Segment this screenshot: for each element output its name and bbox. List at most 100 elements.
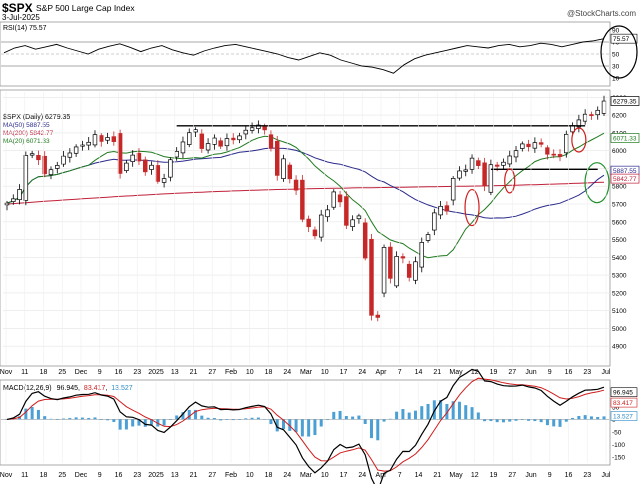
macd-frame	[0, 379, 611, 466]
candle-body	[325, 209, 330, 218]
candle-body	[388, 246, 393, 279]
price-tick-label: 5400	[612, 255, 627, 262]
macd-histogram-bar	[533, 419, 537, 422]
price-x-tick-label: 24	[283, 369, 291, 376]
macd-x-tick-label: 12	[471, 472, 479, 479]
candle-body	[224, 138, 230, 147]
macd-legend-prefix: MACD(12,26,9)	[3, 385, 52, 392]
candle-body	[237, 135, 242, 141]
annotation-circle-red	[464, 188, 480, 227]
candle-body	[564, 133, 569, 154]
macd-histogram-bar	[451, 401, 455, 420]
macd-histogram-bar	[401, 409, 405, 420]
rsi-annotation-circle	[600, 25, 638, 79]
candle-body	[438, 205, 443, 216]
candle-body	[243, 129, 249, 135]
price-x-tick-label: 18	[265, 369, 273, 376]
price-x-tick-label: 21	[433, 369, 441, 376]
candle-body	[419, 242, 424, 268]
macd-histogram-bar	[282, 419, 286, 430]
candle-body	[212, 137, 217, 145]
candle-body	[557, 154, 563, 157]
macd-value-label: 96.945	[613, 390, 633, 397]
macd-histogram-bar	[483, 419, 487, 422]
macd-histogram-bar	[219, 419, 223, 421]
macd-histogram-bar	[489, 419, 493, 422]
macd-x-tick-label: Dec	[75, 472, 88, 479]
rsi-tick-label: 90	[612, 28, 620, 35]
chart-name: S&P 500 Large Cap Index	[36, 3, 135, 13]
price-x-tick-label: 16	[115, 369, 123, 376]
candle-body	[494, 164, 500, 167]
candle-body	[168, 159, 173, 178]
candle-body	[545, 147, 550, 155]
price-x-tick-label: Mar	[300, 369, 313, 376]
candle-body	[17, 189, 22, 201]
price-tick-label: 5600	[612, 219, 627, 226]
macd-histogram-bar	[150, 419, 154, 425]
chart-symbol: $SPX	[2, 1, 33, 15]
price-value-box	[610, 133, 640, 143]
macd-histogram-bar	[5, 419, 9, 420]
candle-body	[11, 198, 16, 202]
candle-body	[595, 109, 600, 116]
candle-body	[55, 165, 60, 169]
macd-histogram-bar	[363, 419, 367, 424]
macd-histogram-bar	[181, 412, 185, 420]
macd-x-tick-label: 16	[565, 472, 573, 479]
ma200-legend: MA(200) 5842.77	[3, 130, 54, 137]
macd-histogram-bar	[225, 419, 229, 420]
macd-tick-label: 50	[612, 404, 620, 411]
macd-histogram-bar	[238, 419, 242, 420]
macd-histogram-bar	[382, 419, 386, 422]
macd-histogram-bar	[351, 416, 355, 420]
candle-body	[187, 132, 192, 145]
macd-histogram-bar	[388, 418, 392, 420]
macd-histogram-bar	[187, 409, 191, 420]
ma50-line	[6, 147, 605, 219]
rsi-tick-label: 50	[612, 52, 620, 59]
candle-body	[67, 152, 73, 158]
candle-body	[136, 152, 142, 162]
macd-histogram-bar	[426, 403, 430, 420]
candle-body	[476, 160, 481, 166]
macd-histogram-bar	[464, 405, 468, 420]
price-x-tick-label: 18	[40, 369, 48, 376]
ma50-legend: MA(50) 5887.55	[3, 122, 50, 129]
macd-x-tick-label: 10	[246, 472, 254, 479]
macd-histogram-bar	[357, 415, 361, 420]
candle-body	[538, 142, 544, 145]
candle-body	[444, 205, 450, 212]
macd-histogram-bar	[269, 419, 273, 425]
macd-histogram-bar	[250, 417, 254, 420]
macd-x-tick-label: 18	[265, 472, 273, 479]
candle-body	[4, 202, 10, 206]
candle-body	[362, 222, 368, 259]
macd-histogram-bar	[49, 418, 53, 420]
candle-body	[356, 215, 362, 220]
macd-histogram-bar	[520, 419, 524, 420]
candle-body	[130, 154, 135, 162]
price-tick-label: 5300	[612, 273, 627, 280]
candle-body	[369, 238, 374, 316]
macd-x-tick-label: 9	[548, 472, 552, 479]
macd-histogram-bar	[325, 419, 329, 420]
candle-body	[274, 140, 280, 176]
rsi-tick-label: 30	[612, 64, 620, 71]
candle-body	[582, 113, 588, 122]
candle-body	[501, 161, 506, 166]
candle-body	[174, 151, 179, 158]
rsi-value-box	[610, 33, 638, 44]
macd-histogram-bar	[43, 416, 47, 420]
macd-histogram-bar	[319, 419, 323, 427]
macd-histogram-bar	[501, 419, 505, 423]
macd-histogram-bar	[344, 416, 348, 420]
price-x-tick-label: 10	[321, 369, 329, 376]
macd-histogram-bar	[206, 417, 210, 420]
price-tick-label: 4900	[612, 344, 627, 351]
candle-body	[111, 136, 117, 142]
macd-value-label: 83.417	[613, 400, 633, 407]
macd-x-tick-label: 16	[115, 472, 123, 479]
candle-body	[406, 263, 412, 278]
